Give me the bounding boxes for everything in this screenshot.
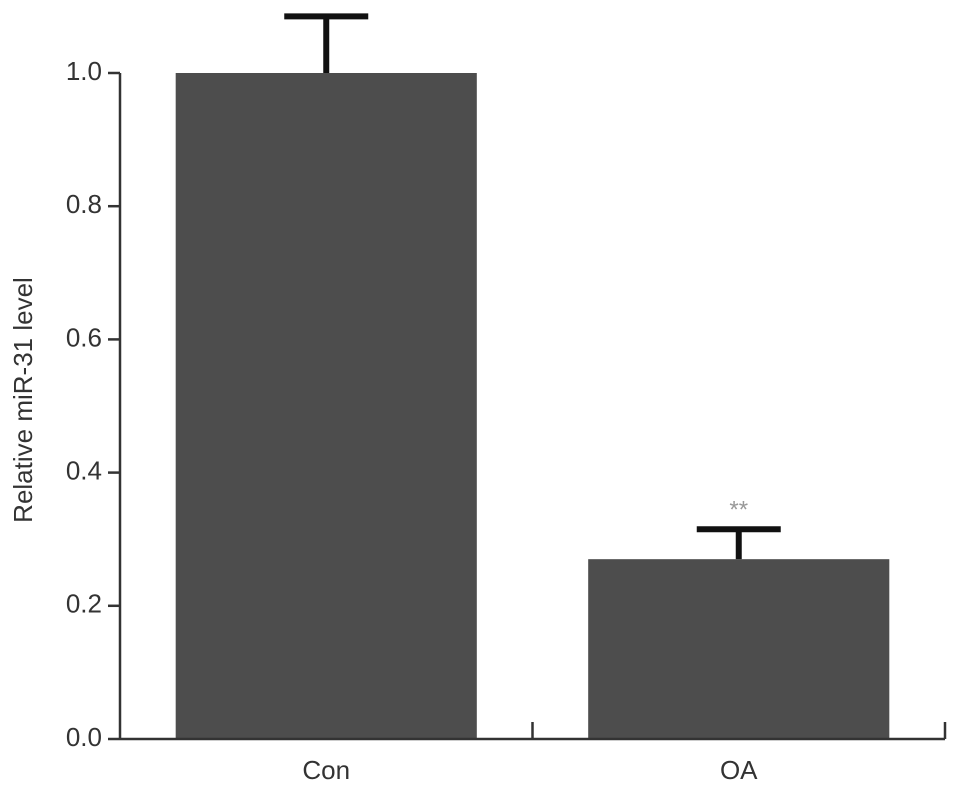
- y-tick-label: 0.8: [66, 189, 102, 219]
- y-tick-label: 0.6: [66, 322, 102, 352]
- bar: [588, 559, 890, 739]
- bar: [175, 73, 477, 739]
- x-tick-label: OA: [720, 755, 758, 785]
- y-tick-label: 0.0: [66, 722, 102, 752]
- y-axis-label: Relative miR-31 level: [8, 277, 38, 523]
- y-tick-label: 1.0: [66, 56, 102, 86]
- y-tick-label: 0.2: [66, 589, 102, 619]
- x-tick-label: Con: [302, 755, 350, 785]
- y-tick-label: 0.4: [66, 455, 102, 485]
- annotation: **: [729, 497, 748, 524]
